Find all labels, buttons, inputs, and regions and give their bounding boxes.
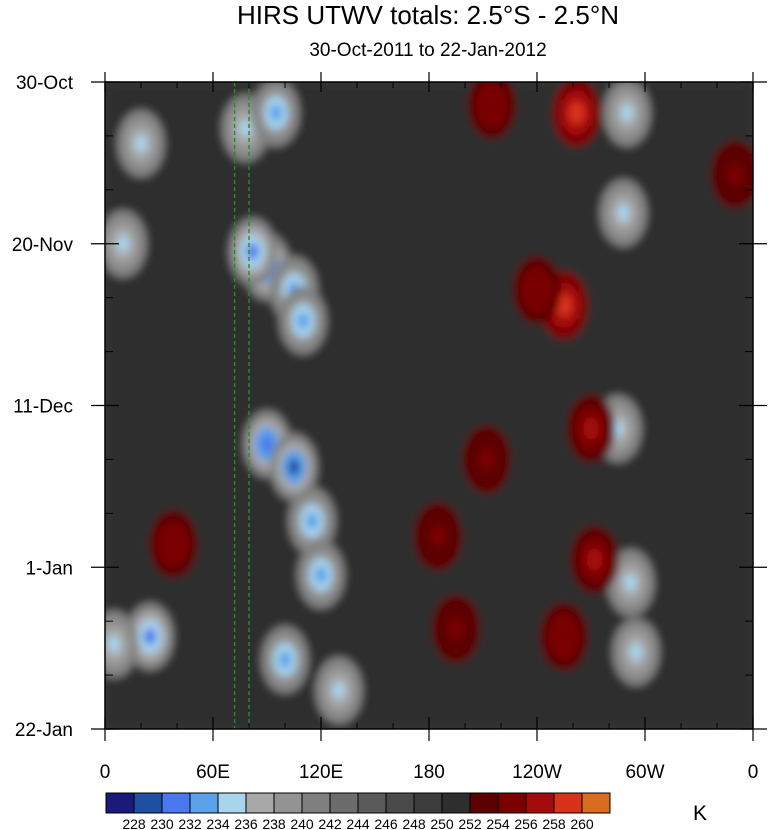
field-contour-8-3 bbox=[306, 512, 318, 530]
colorbar-label: 238 bbox=[262, 816, 286, 830]
colorbar-swatch bbox=[161, 792, 191, 814]
y-tick-label: 30-Oct bbox=[16, 73, 74, 94]
colorbar-swatch bbox=[189, 792, 219, 814]
field-contour-22-2 bbox=[556, 294, 572, 317]
colorbar-label: 246 bbox=[374, 816, 398, 830]
x-tick-label: 0 bbox=[100, 762, 111, 783]
field-contour-19-3 bbox=[624, 574, 637, 592]
field-contour-6-3 bbox=[261, 435, 273, 453]
field-contour-29-2 bbox=[448, 617, 464, 641]
axis-ticks: 30-Oct 20-Nov 11-Dec 1-Jan 22-Jan 0 60E 120E 180… bbox=[12, 72, 767, 783]
colorbar-label: 248 bbox=[402, 816, 426, 830]
field-contour-12-3 bbox=[135, 135, 147, 153]
colorbar: 228 230 232 234 236 238 240 242 244 246 248 250 252 2… bbox=[105, 792, 707, 830]
colorbar-swatch bbox=[469, 792, 499, 814]
colorbar-label: 260 bbox=[570, 816, 594, 830]
y-tick-label: 11-Dec bbox=[13, 397, 73, 418]
colorbar-swatch bbox=[301, 792, 331, 814]
colorbar-swatch bbox=[385, 792, 415, 814]
field-contour-21-2 bbox=[568, 101, 585, 125]
field-contour-15-3 bbox=[108, 635, 120, 653]
colorbar-label: 228 bbox=[122, 816, 146, 830]
y-tick-label: 22-Jan bbox=[15, 720, 73, 741]
colorbar-swatch bbox=[413, 792, 443, 814]
field-contour-5-3 bbox=[297, 312, 309, 330]
colorbar-swatch bbox=[497, 792, 527, 814]
field-contour-28-2 bbox=[430, 525, 446, 548]
colorbar-label: 254 bbox=[486, 816, 510, 830]
field-contour-16-3 bbox=[621, 104, 633, 122]
contour-field bbox=[105, 82, 753, 729]
field-contour-1-3 bbox=[270, 104, 282, 122]
field-contour-32-2 bbox=[478, 448, 495, 471]
field-contour-14-3 bbox=[117, 235, 129, 253]
x-tick-label: 0 bbox=[748, 762, 759, 783]
field-contour-11-3 bbox=[333, 681, 345, 699]
y-tick-label: 1-Jan bbox=[25, 558, 73, 579]
colorbar-label: 240 bbox=[290, 816, 314, 830]
x-tick-label: 180 bbox=[413, 762, 445, 783]
x-tick-label: 60E bbox=[196, 762, 230, 783]
colorbar-unit: K bbox=[693, 802, 707, 825]
reference-lines bbox=[233, 82, 250, 729]
field-contour-3-3 bbox=[246, 242, 259, 260]
colorbar-label: 256 bbox=[514, 816, 538, 830]
x-tick-label: 120E bbox=[299, 762, 343, 783]
colorbar-swatch bbox=[525, 792, 555, 814]
colorbar-swatch bbox=[273, 792, 303, 814]
colorbar-label: 232 bbox=[178, 816, 202, 830]
field-contour-30-2 bbox=[165, 532, 182, 556]
colorbar-label: 236 bbox=[234, 816, 258, 830]
colorbar-swatch bbox=[133, 792, 163, 814]
field-contour-24-2 bbox=[484, 93, 500, 117]
y-tick-label: 20-Nov bbox=[12, 235, 74, 256]
field-background bbox=[105, 82, 753, 729]
colorbar-swatch bbox=[553, 792, 583, 814]
colorbar-label: 258 bbox=[542, 816, 566, 830]
colorbar-label: 234 bbox=[206, 816, 230, 830]
colorbar-label: 244 bbox=[346, 816, 370, 830]
colorbar-swatch bbox=[357, 792, 387, 814]
colorbar-swatch bbox=[441, 792, 471, 814]
colorbar-label: 250 bbox=[430, 816, 454, 830]
chart-subtitle: 30-Oct-2011 to 22-Jan-2012 bbox=[309, 40, 547, 61]
colorbar-swatch bbox=[581, 792, 611, 814]
field-contour-25-2 bbox=[583, 417, 599, 440]
colorbar-label: 242 bbox=[318, 816, 342, 830]
field-contour-23-2 bbox=[529, 278, 545, 302]
x-tick-label: 120W bbox=[512, 762, 562, 783]
colorbar-swatch bbox=[105, 792, 135, 814]
x-tick-label: 60W bbox=[625, 762, 664, 783]
field-contour-31-2 bbox=[727, 163, 743, 186]
colorbar-swatch bbox=[329, 792, 359, 814]
field-contour-9-3 bbox=[315, 566, 327, 584]
colorbar-swatch bbox=[245, 792, 275, 814]
colorbar-label: 252 bbox=[458, 816, 482, 830]
field-contour-10-3 bbox=[279, 651, 291, 669]
field-contour-26-2 bbox=[586, 548, 603, 571]
field-contour-7-3 bbox=[288, 458, 300, 476]
field-contour-18-3 bbox=[612, 420, 624, 438]
field-contour-17-3 bbox=[617, 204, 630, 222]
colorbar-label: 230 bbox=[150, 816, 174, 830]
field-contour-27-2 bbox=[556, 625, 572, 648]
colorbar-swatch bbox=[217, 792, 247, 814]
field-contour-20-3 bbox=[630, 643, 642, 661]
field-contour-13-3 bbox=[144, 628, 156, 646]
chart-title: HIRS UTWV totals: 2.5°S - 2.5°N bbox=[236, 0, 619, 30]
